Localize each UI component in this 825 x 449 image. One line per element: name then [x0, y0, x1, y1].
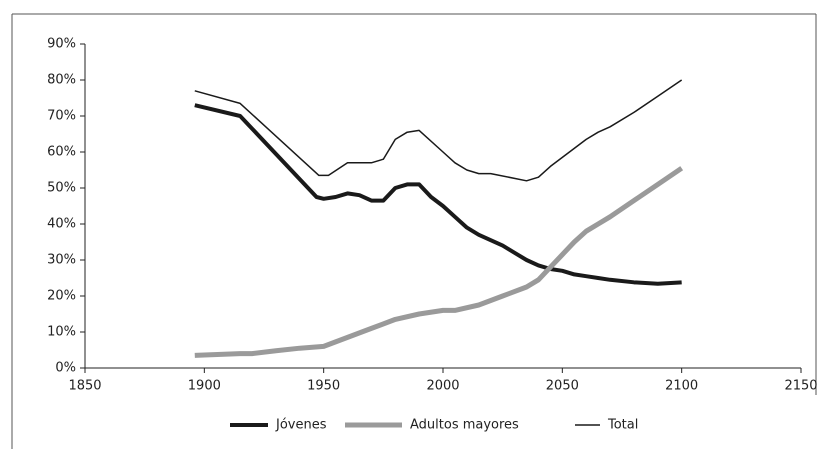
x-tick-label: 2100 — [665, 379, 698, 394]
series-line — [194, 166, 684, 358]
y-tick-label: 90% — [47, 37, 76, 52]
x-tick-label: 2150 — [784, 379, 817, 394]
y-tick-label: 0% — [55, 361, 76, 376]
series-line — [194, 79, 683, 182]
legend-label: Total — [607, 418, 638, 433]
x-tick-label: 1950 — [307, 379, 340, 394]
x-tick-label: 2000 — [426, 379, 459, 394]
y-tick-label: 10% — [47, 325, 76, 340]
x-tick-label: 1850 — [68, 379, 101, 394]
y-tick-label: 80% — [47, 73, 76, 88]
series-line — [194, 103, 682, 286]
y-tick-label: 30% — [47, 253, 76, 268]
y-tick-label: 50% — [47, 181, 76, 196]
y-tick-label: 70% — [47, 109, 76, 124]
y-tick-label: 60% — [47, 145, 76, 160]
x-tick-label: 1900 — [188, 379, 221, 394]
y-tick-label: 40% — [47, 217, 76, 232]
x-tick-label: 2050 — [546, 379, 579, 394]
legend-label: Adultos mayores — [410, 418, 519, 433]
y-tick-label: 20% — [47, 289, 76, 304]
legend-label: Jóvenes — [275, 418, 327, 433]
